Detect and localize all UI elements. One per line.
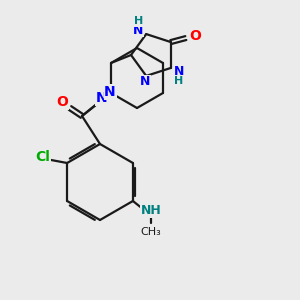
Text: N: N bbox=[174, 65, 184, 78]
Text: NH: NH bbox=[140, 205, 161, 218]
Text: CH₃: CH₃ bbox=[140, 227, 161, 237]
Text: N: N bbox=[96, 91, 108, 105]
Text: H: H bbox=[134, 16, 143, 26]
Text: O: O bbox=[56, 95, 68, 109]
Text: O: O bbox=[189, 29, 201, 43]
Text: N: N bbox=[140, 75, 150, 88]
Text: H: H bbox=[174, 76, 183, 86]
Text: N: N bbox=[133, 24, 143, 37]
Text: N: N bbox=[104, 85, 116, 99]
Text: Cl: Cl bbox=[36, 150, 50, 164]
